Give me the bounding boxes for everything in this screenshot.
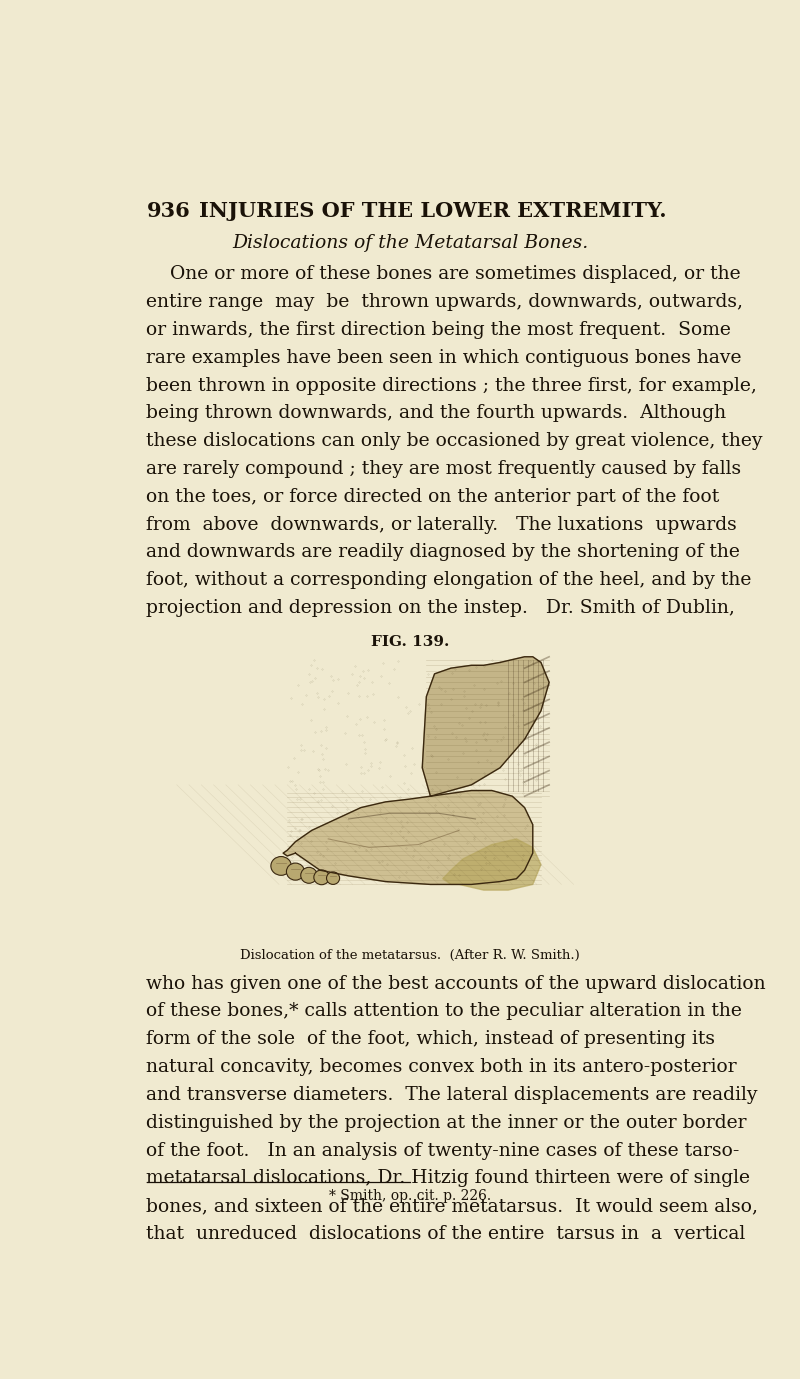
Text: 936: 936 — [146, 200, 190, 221]
Polygon shape — [442, 838, 541, 889]
Text: FIG. 139.: FIG. 139. — [371, 634, 449, 648]
Text: these dislocations can only be occasioned by great violence, they: these dislocations can only be occasione… — [146, 432, 763, 450]
Text: and downwards are readily diagnosed by the shortening of the: and downwards are readily diagnosed by t… — [146, 543, 740, 561]
Text: projection and depression on the instep.   Dr. Smith of Dublin,: projection and depression on the instep.… — [146, 598, 735, 618]
Text: been thrown in opposite directions ; the three first, for example,: been thrown in opposite directions ; the… — [146, 376, 758, 394]
Text: One or more of these bones are sometimes displaced, or the: One or more of these bones are sometimes… — [146, 265, 741, 283]
Text: from  above  downwards, or laterally.   The luxations  upwards: from above downwards, or laterally. The … — [146, 516, 738, 534]
Text: metatarsal dislocations, Dr. Hitzig found thirteen were of single: metatarsal dislocations, Dr. Hitzig foun… — [146, 1169, 750, 1187]
Polygon shape — [422, 656, 549, 796]
Polygon shape — [206, 654, 614, 939]
Text: * Smith, op. cit. p. 226.: * Smith, op. cit. p. 226. — [329, 1189, 491, 1202]
Text: or inwards, the first direction being the most frequent.  Some: or inwards, the first direction being th… — [146, 321, 731, 339]
Text: entire range  may  be  thrown upwards, downwards, outwards,: entire range may be thrown upwards, down… — [146, 294, 743, 312]
Text: who has given one of the best accounts of the upward dislocation: who has given one of the best accounts o… — [146, 975, 766, 993]
Text: rare examples have been seen in which contiguous bones have: rare examples have been seen in which co… — [146, 349, 742, 367]
Ellipse shape — [286, 863, 305, 880]
Polygon shape — [283, 790, 533, 884]
Text: that  unreduced  dislocations of the entire  tarsus in  a  vertical: that unreduced dislocations of the entir… — [146, 1225, 746, 1242]
Text: bones, and sixteen of the entire metatarsus.  It would seem also,: bones, and sixteen of the entire metatar… — [146, 1197, 758, 1215]
Ellipse shape — [314, 870, 330, 885]
Text: and transverse diameters.  The lateral displacements are readily: and transverse diameters. The lateral di… — [146, 1085, 758, 1103]
Text: INJURIES OF THE LOWER EXTREMITY.: INJURIES OF THE LOWER EXTREMITY. — [199, 200, 667, 221]
Text: are rarely compound ; they are most frequently caused by falls: are rarely compound ; they are most freq… — [146, 461, 742, 479]
Text: on the toes, or force directed on the anterior part of the foot: on the toes, or force directed on the an… — [146, 488, 720, 506]
Text: foot, without a corresponding elongation of the heel, and by the: foot, without a corresponding elongation… — [146, 571, 752, 589]
Text: form of the sole  of the foot, which, instead of presenting its: form of the sole of the foot, which, ins… — [146, 1030, 715, 1048]
Text: Dislocations of the Metatarsal Bones.: Dislocations of the Metatarsal Bones. — [232, 234, 588, 252]
Ellipse shape — [301, 867, 317, 884]
Text: being thrown downwards, and the fourth upwards.  Although: being thrown downwards, and the fourth u… — [146, 404, 726, 422]
Text: natural concavity, becomes convex both in its antero-posterior: natural concavity, becomes convex both i… — [146, 1058, 737, 1076]
Ellipse shape — [271, 856, 291, 876]
Text: Dislocation of the metatarsus.  (After R. W. Smith.): Dislocation of the metatarsus. (After R.… — [240, 949, 580, 963]
Ellipse shape — [326, 872, 340, 884]
Text: distinguished by the projection at the inner or the outer border: distinguished by the projection at the i… — [146, 1114, 747, 1132]
Text: of the foot.   In an analysis of twenty-nine cases of these tarso-: of the foot. In an analysis of twenty-ni… — [146, 1142, 740, 1160]
Text: of these bones,* calls attention to the peculiar alteration in the: of these bones,* calls attention to the … — [146, 1003, 742, 1020]
